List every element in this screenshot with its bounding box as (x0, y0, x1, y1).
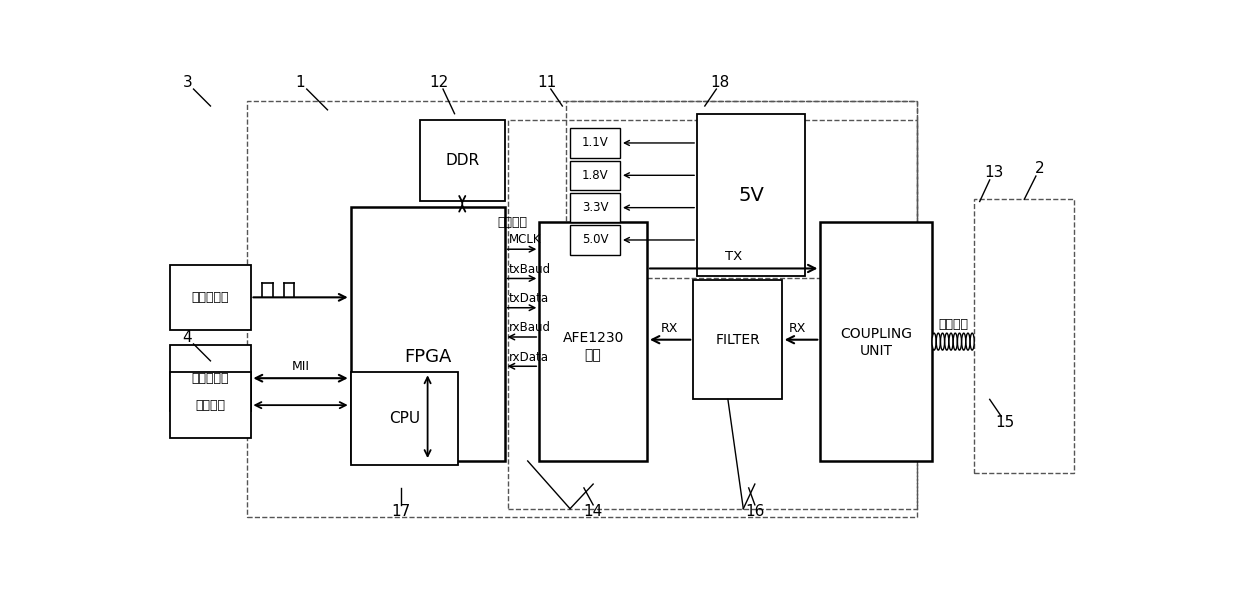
Bar (420, 120, 505, 201)
Text: 5.0V: 5.0V (582, 233, 609, 246)
Bar (570, 193, 620, 222)
Bar (247, 102, 916, 517)
Bar (508, 120, 916, 508)
Bar (697, 114, 805, 276)
Bar (170, 264, 250, 330)
Text: 2: 2 (1035, 161, 1044, 176)
Text: 1.1V: 1.1V (582, 136, 609, 150)
Text: rxData: rxData (508, 350, 548, 364)
Ellipse shape (949, 333, 954, 350)
Text: 12: 12 (429, 75, 449, 90)
Text: DDR: DDR (445, 153, 480, 168)
Text: 15: 15 (996, 415, 1014, 430)
Text: 1.8V: 1.8V (582, 169, 609, 182)
Text: txData: txData (508, 292, 548, 305)
Ellipse shape (966, 333, 970, 350)
Bar (570, 160, 620, 190)
Bar (351, 207, 505, 461)
Bar (693, 280, 781, 400)
Text: AFE1230: AFE1230 (563, 331, 624, 345)
Text: 17: 17 (391, 504, 410, 519)
Text: 11: 11 (537, 75, 557, 90)
Text: 18: 18 (711, 75, 730, 90)
Text: txBaud: txBaud (508, 263, 551, 276)
Text: rxBaud: rxBaud (508, 322, 551, 334)
Text: FILTER: FILTER (715, 333, 760, 347)
Ellipse shape (945, 333, 949, 350)
Text: 3: 3 (182, 75, 192, 90)
Bar (975, 199, 1074, 472)
Text: MII: MII (291, 360, 310, 373)
Bar (567, 102, 916, 278)
Text: 双绞铜线: 双绞铜线 (939, 318, 968, 331)
Text: 13: 13 (983, 165, 1003, 180)
Bar (351, 373, 459, 465)
Text: 管理接口: 管理接口 (195, 398, 226, 412)
Text: CPU: CPU (389, 411, 420, 426)
Text: 芯片: 芯片 (585, 349, 601, 362)
Text: 信号发生器: 信号发生器 (191, 291, 229, 304)
Bar (570, 129, 620, 157)
Bar (570, 225, 620, 255)
Ellipse shape (957, 333, 961, 350)
Text: 14: 14 (584, 504, 603, 519)
Text: TX: TX (725, 249, 743, 263)
Text: 16: 16 (745, 504, 765, 519)
Ellipse shape (954, 333, 957, 350)
Text: 1: 1 (295, 75, 305, 90)
Ellipse shape (936, 333, 940, 350)
Bar (170, 373, 250, 438)
Ellipse shape (970, 333, 975, 350)
Text: RX: RX (661, 322, 678, 335)
Ellipse shape (962, 333, 966, 350)
Text: 3.3V: 3.3V (582, 201, 609, 214)
Text: 以太网单元: 以太网单元 (191, 371, 229, 385)
Bar (170, 346, 250, 411)
Text: 并行总线: 并行总线 (497, 216, 527, 229)
Text: RX: RX (789, 322, 806, 335)
Text: MCLK: MCLK (508, 233, 541, 246)
Bar (821, 222, 932, 461)
Text: COUPLING: COUPLING (841, 327, 913, 341)
Text: 4: 4 (182, 331, 192, 345)
Text: 5V: 5V (738, 186, 764, 205)
Text: UNIT: UNIT (859, 344, 893, 358)
Ellipse shape (932, 333, 936, 350)
Ellipse shape (940, 333, 945, 350)
Bar (539, 222, 647, 461)
Text: FPGA: FPGA (404, 348, 451, 366)
